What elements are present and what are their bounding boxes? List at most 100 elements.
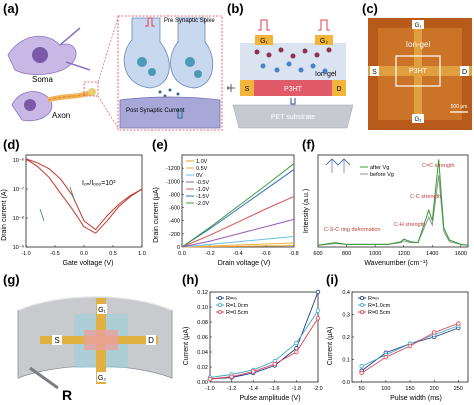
chart-h-series-line bbox=[209, 310, 319, 378]
chart-e-series-line bbox=[181, 235, 295, 248]
current-pulse-icon bbox=[177, 108, 183, 119]
panel-d-letter: (d) bbox=[3, 137, 20, 152]
chart-i-ytick-label: 0.0 bbox=[342, 380, 350, 386]
chart-h-ytick-label: 0.04 bbox=[197, 350, 208, 356]
panel-i: (i) Current (μA) Pulse width (ms) 50 100 1… bbox=[326, 272, 469, 402]
panel-a: (a) Soma Axon P bbox=[3, 1, 223, 131]
chart-h-xtick-label: -1.6 bbox=[270, 386, 279, 392]
chart-f-legend-label: after Vg bbox=[370, 165, 389, 171]
ground-symbol bbox=[227, 84, 235, 92]
panel-e-letter: (e) bbox=[152, 137, 168, 152]
chart-f-series-line bbox=[317, 159, 469, 246]
chart-e-ytick-label: -1200 bbox=[166, 166, 180, 172]
neuron-soma-illustration bbox=[7, 27, 91, 75]
chart-h-data-point bbox=[250, 369, 256, 374]
chart-i-xtick-label: 250 bbox=[454, 386, 463, 392]
chart-h-data-point bbox=[294, 340, 299, 346]
chart-e-series-line bbox=[181, 218, 295, 248]
chart-d-sweep-arrow-forward bbox=[69, 186, 75, 200]
chart-h-data-point bbox=[315, 308, 321, 313]
gate2-electrode bbox=[315, 35, 333, 45]
chart-h-xtick-label: -1.2 bbox=[227, 386, 236, 392]
chart-h-ytick-label: 0.12 bbox=[197, 290, 208, 296]
chart-h-xtick-label: -1.4 bbox=[248, 386, 257, 392]
chart-d-xtick-label: 1.0 bbox=[138, 251, 146, 257]
drain-electrode bbox=[332, 80, 346, 96]
chart-h-ytick-label: 0.02 bbox=[197, 365, 208, 371]
chart-e-legend-label: -2.0V bbox=[196, 201, 209, 207]
chart-h-data-point bbox=[294, 349, 299, 355]
soma-label: Soma bbox=[32, 75, 53, 84]
radius-arrow bbox=[29, 366, 59, 390]
chart-h-xtick-label: -1.8 bbox=[292, 386, 301, 392]
annot-cc-single: C-C strength bbox=[410, 194, 441, 200]
chart-i-data-point bbox=[431, 330, 437, 335]
source-electrode bbox=[240, 80, 254, 96]
chart-e-series-line bbox=[181, 195, 295, 248]
d-photo-label: D bbox=[462, 69, 467, 76]
chart-i-legend-label: R=0.5cm bbox=[368, 310, 391, 316]
chart-e-legend-label: -1.5V bbox=[196, 194, 209, 200]
channel-outline bbox=[395, 55, 441, 87]
chart-i-plot: 50 100 150 200 250 0.0 0.1 0.2 0.3 0.4 R=∞R=1.0cmR… bbox=[342, 290, 469, 392]
chart-f-frame bbox=[317, 154, 469, 248]
ion-gel-photo-label: Ion-gel bbox=[406, 40, 431, 49]
chart-h-data-point bbox=[315, 316, 321, 321]
chart-f-xtick-label: 1400 bbox=[426, 251, 438, 257]
chart-d-ytick-label: 10⁻⁶ bbox=[13, 157, 24, 164]
chart-d-xlabel: Gate voltage (V) bbox=[63, 260, 114, 267]
chart-h-legend-label: R=0.5cm bbox=[226, 310, 249, 316]
chart-e-xtick-label: -0.6 bbox=[261, 251, 270, 257]
chart-e-legend-label: 0.5V bbox=[196, 166, 208, 172]
chart-h-xlabel: Pulse amplitude (V) bbox=[239, 395, 300, 402]
chart-h-legend-label: R=∞ bbox=[226, 296, 237, 302]
neuron-axon-illustration bbox=[11, 88, 96, 122]
g2-photo-label: G₂ bbox=[415, 117, 423, 123]
chart-h-ylabel: Current (μA) bbox=[183, 327, 190, 366]
chart-d-xtick-label: 0.5 bbox=[109, 251, 117, 257]
chart-f-xtick-label: 1600 bbox=[455, 251, 467, 257]
chart-e-legend-label: 1.0V bbox=[196, 159, 208, 165]
chart-e-series-line bbox=[181, 169, 295, 248]
spike-icon bbox=[145, 17, 155, 27]
chart-d-sweep-arrow-reverse bbox=[39, 208, 45, 222]
panel-g-letter: (g) bbox=[3, 272, 20, 287]
chart-d-plot: -1.0 -0.5 0.0 0.5 1.0 10⁻⁶ 10⁻⁷ 10⁻⁸ 10⁻⁹ bbox=[13, 154, 146, 257]
pre-synaptic-terminals bbox=[123, 17, 214, 98]
chart-i-ytick-label: 0.3 bbox=[342, 313, 350, 319]
chart-d-ytick-label: 10⁻⁸ bbox=[13, 215, 24, 222]
chart-e-series-line bbox=[181, 242, 295, 248]
chart-d-annotation: Iₒₙ/Iₒₒₒ=10³ bbox=[82, 180, 116, 187]
panel-b-letter: (b) bbox=[227, 1, 244, 16]
g1-bent-label: G₁ bbox=[98, 307, 106, 314]
s-photo-label: S bbox=[372, 69, 377, 76]
chart-h-legend-label: R=1.0cm bbox=[226, 303, 249, 309]
chart-h-series-line bbox=[209, 318, 319, 380]
panel-c-letter: (c) bbox=[362, 1, 378, 16]
chart-h-xtick-label: -2.0 bbox=[313, 386, 322, 392]
chart-e-plot: 0.0 -0.2 -0.4 -0.6 -0.8 0 -200 -400 -600 -800 -100… bbox=[166, 154, 299, 257]
panel-h-letter: (h) bbox=[182, 272, 199, 287]
chart-e-legend-label: -1.0V bbox=[196, 187, 209, 193]
panel-g: (g) G₁ G₂ S D R bbox=[3, 272, 173, 403]
chart-i-ytick-label: 0.1 bbox=[342, 358, 350, 364]
chart-e-xtick-label: 0.0 bbox=[178, 251, 186, 257]
chart-e-xlabel: Drain voltage (V) bbox=[218, 260, 271, 267]
panel-b: (b) PET substrate P3HT S D G₁ G₂ Ion-gel bbox=[227, 1, 354, 129]
chart-h-ytick-label: 0.00 bbox=[197, 380, 208, 386]
chart-d-series-reverse bbox=[25, 158, 143, 234]
chart-i-ytick-label: 0.2 bbox=[342, 335, 350, 341]
channel-region bbox=[84, 330, 118, 350]
chart-h-data-point bbox=[207, 376, 213, 382]
chart-i-legend-label: R=1.0cm bbox=[368, 303, 391, 309]
chart-i-data-point bbox=[456, 321, 461, 326]
chart-i-series-line bbox=[361, 327, 459, 372]
gate1-pulse-icon bbox=[258, 19, 270, 31]
p3ht-structure-icon bbox=[325, 158, 351, 173]
panel-c: (c) P3HT Ion-gel G₁ G₂ S D 500 μm bbox=[362, 1, 472, 130]
radius-label: R bbox=[62, 387, 72, 403]
chart-i-xtick-label: 50 bbox=[359, 386, 365, 392]
substrate-label: PET substrate bbox=[271, 114, 315, 121]
chart-e-ytick-label: -200 bbox=[169, 232, 180, 238]
scale-bar-label: 500 μm bbox=[451, 104, 468, 110]
